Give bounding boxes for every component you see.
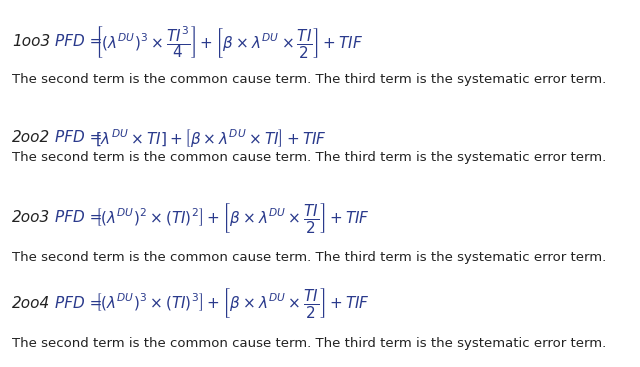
Text: 2oo2: 2oo2 [12, 131, 51, 145]
Text: 2oo4: 2oo4 [12, 295, 51, 310]
Text: 2oo3: 2oo3 [12, 211, 51, 225]
Text: The second term is the common cause term. The third term is the systematic error: The second term is the common cause term… [12, 73, 606, 87]
Text: 1oo3: 1oo3 [12, 34, 51, 50]
Text: $\left[(\lambda^{DU})^3\times\dfrac{TI^3}{4}\right]+\left[\beta\times\lambda^{DU: $\left[(\lambda^{DU})^3\times\dfrac{TI^3… [95, 24, 364, 60]
Text: PFD =: PFD = [55, 211, 108, 225]
Text: PFD =: PFD = [55, 131, 108, 145]
Text: $\left[\lambda^{DU}\times TI\right]+\left[\beta\times\lambda^{DU}\times TI\right: $\left[\lambda^{DU}\times TI\right]+\lef… [95, 127, 327, 149]
Text: PFD =: PFD = [55, 295, 108, 310]
Text: The second term is the common cause term. The third term is the systematic error: The second term is the common cause term… [12, 337, 606, 349]
Text: The second term is the common cause term. The third term is the systematic error: The second term is the common cause term… [12, 251, 606, 265]
Text: $\left[(\lambda^{DU})^3\times(TI)^3\right]+\left[\beta\times\lambda^{DU}\times\d: $\left[(\lambda^{DU})^3\times(TI)^3\righ… [95, 286, 370, 320]
Text: The second term is the common cause term. The third term is the systematic error: The second term is the common cause term… [12, 152, 606, 164]
Text: $\left[(\lambda^{DU})^2\times(TI)^2\right]+\left[\beta\times\lambda^{DU}\times\d: $\left[(\lambda^{DU})^2\times(TI)^2\righ… [95, 201, 370, 235]
Text: PFD =: PFD = [55, 34, 108, 50]
